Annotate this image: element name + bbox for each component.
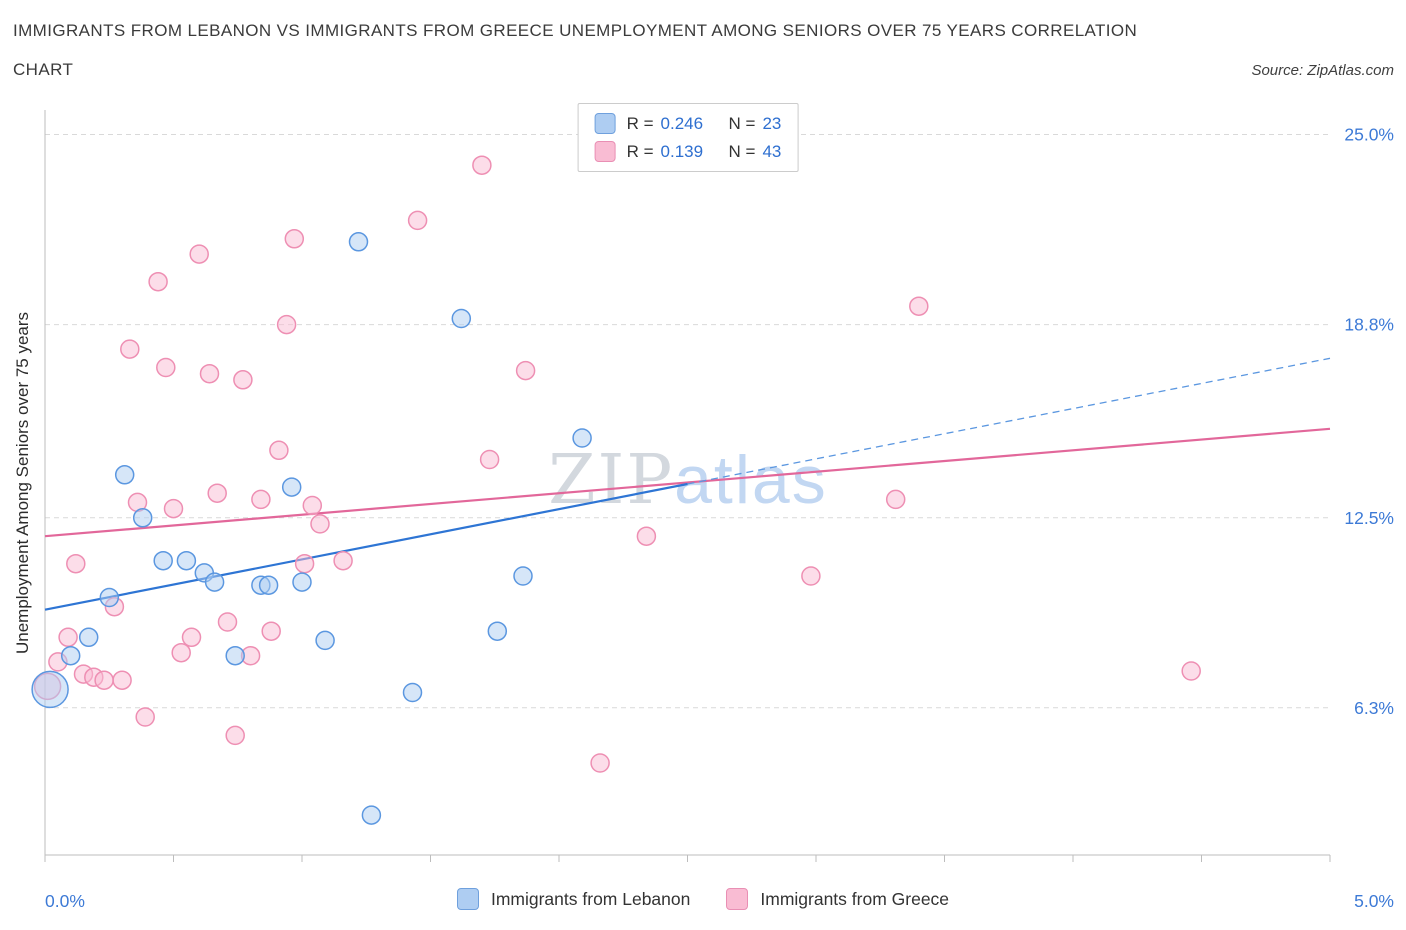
legend-label-greece: Immigrants from Greece — [760, 888, 950, 909]
n-value: 23 — [762, 113, 782, 133]
r-label: R = — [626, 113, 654, 133]
greece-swatch-icon — [726, 888, 749, 910]
data-point-lebanon — [225, 645, 245, 666]
data-point-lebanon — [281, 477, 302, 497]
page-title-line2: CHART — [13, 60, 74, 79]
data-point-greece — [261, 621, 281, 641]
trend-line-greece-trend — [44, 427, 1331, 538]
data-point-greece — [310, 514, 330, 534]
data-point-greece — [885, 489, 906, 510]
data-point-lebanon — [292, 572, 312, 592]
data-point-greece — [171, 642, 191, 663]
data-point-greece — [590, 753, 610, 773]
r-value: 0.246 — [660, 113, 704, 133]
data-point-greece — [163, 498, 184, 519]
data-point-greece — [189, 244, 209, 264]
page-title: IMMIGRANTS FROM LEBANON VS IMMIGRANTS FR… — [13, 21, 1138, 40]
r-label: R = — [626, 141, 654, 161]
lebanon-swatch-icon — [456, 888, 479, 910]
data-point-greece — [217, 612, 238, 632]
n-label: N = — [728, 113, 756, 133]
y-tick-label: 12.5% — [1344, 508, 1394, 528]
data-point-lebanon — [99, 587, 120, 608]
data-point-greece — [94, 670, 114, 690]
data-point-lebanon — [572, 428, 592, 448]
data-point-greece — [801, 566, 821, 586]
trend-line-lebanon-trend — [44, 482, 688, 611]
data-point-lebanon — [204, 572, 225, 592]
data-point-lebanon — [487, 621, 508, 641]
data-point-greece — [135, 707, 155, 727]
data-point-greece — [207, 483, 227, 503]
data-point-lebanon — [315, 630, 335, 651]
source-credit: Source: ZipAtlas.com — [1251, 62, 1394, 79]
n-label: N = — [728, 141, 756, 161]
data-point-greece — [284, 229, 305, 249]
data-point-greece — [269, 440, 289, 461]
correlation-legend-row-lebanon: R = 0.246 N = 23 — [594, 113, 782, 134]
data-point-greece — [199, 363, 220, 384]
r-value: 0.139 — [660, 141, 704, 161]
data-point-lebanon — [348, 232, 369, 252]
data-point-lebanon — [78, 627, 99, 648]
data-point-greece — [181, 627, 202, 648]
data-point-lebanon — [132, 508, 153, 528]
data-point-greece — [294, 553, 315, 574]
data-point-greece — [225, 725, 245, 746]
data-point-lebanon — [451, 308, 472, 329]
data-point-greece — [909, 296, 929, 316]
data-point-greece — [251, 489, 271, 510]
data-point-greece — [112, 670, 132, 690]
watermark-atlas: atlas — [674, 442, 828, 518]
data-point-greece — [407, 210, 428, 231]
legend-label-lebanon: Immigrants from Lebanon — [490, 888, 691, 909]
trend-line-lebanon-trend-projection — [687, 357, 1331, 485]
legend-item-greece: Immigrants from Greece — [726, 888, 949, 910]
series-legend: Immigrants from Lebanon Immigrants from … — [0, 888, 1406, 910]
data-point-lebanon — [153, 550, 173, 571]
data-point-lebanon — [361, 805, 382, 825]
data-point-lebanon — [114, 465, 135, 485]
data-point-greece — [302, 495, 323, 516]
legend-item-lebanon: Immigrants from Lebanon — [456, 888, 691, 910]
data-point-greece — [58, 627, 78, 648]
data-point-lebanon — [258, 575, 279, 595]
y-tick-label: 25.0% — [1344, 125, 1394, 145]
watermark: ZIPatlas — [548, 441, 828, 520]
data-point-greece — [66, 553, 86, 574]
data-point-greece — [636, 526, 657, 546]
data-point-greece — [156, 357, 176, 378]
n-value: 43 — [762, 141, 782, 161]
y-tick-label: 18.8% — [1344, 315, 1394, 335]
data-point-greece — [233, 370, 253, 390]
data-point-greece — [276, 314, 297, 335]
data-point-greece — [515, 360, 536, 381]
correlation-legend: R = 0.246 N = 23 R = 0.139 N = 43 — [577, 103, 799, 172]
data-point-greece — [472, 155, 492, 175]
data-point-greece — [148, 271, 168, 292]
data-point-greece — [333, 550, 353, 571]
data-point-lebanon — [513, 566, 533, 586]
lebanon-swatch-icon — [594, 113, 616, 134]
data-point-greece — [120, 339, 140, 359]
data-point-lebanon — [60, 645, 81, 666]
greece-swatch-icon — [594, 141, 616, 162]
data-point-lebanon — [31, 670, 69, 709]
data-point-lebanon — [176, 550, 197, 571]
y-axis-title: Unemployment Among Seniors over 75 years — [13, 312, 32, 654]
x-tick-label-min: 0.0% — [45, 891, 85, 911]
data-point-greece — [1181, 661, 1201, 681]
data-point-greece — [479, 449, 500, 470]
y-tick-label: 6.3% — [1354, 698, 1394, 718]
x-tick-label-max: 5.0% — [1354, 891, 1394, 911]
data-point-lebanon — [402, 682, 423, 703]
correlation-legend-row-greece: R = 0.139 N = 43 — [594, 141, 782, 162]
